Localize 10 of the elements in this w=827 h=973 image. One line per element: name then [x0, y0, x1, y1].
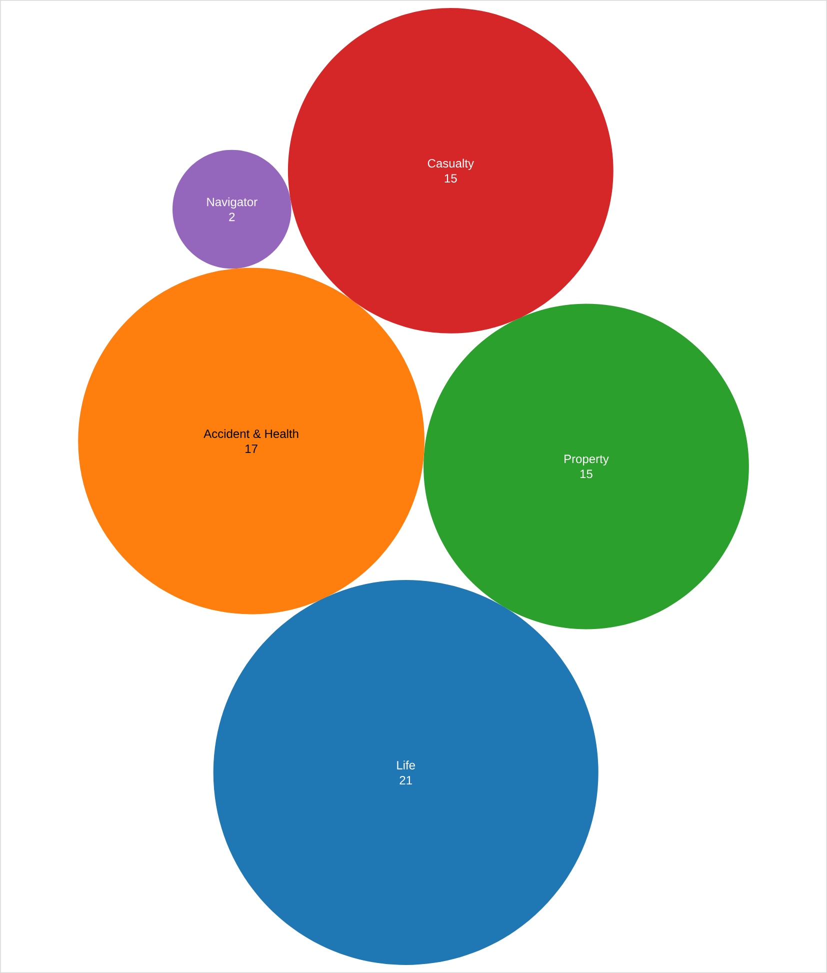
- data-label: 17: [246, 444, 258, 453]
- category-label: Navigator: [207, 197, 258, 209]
- category-label: Property: [564, 454, 609, 466]
- data-label: 21: [400, 776, 412, 784]
- data-label: 2: [229, 212, 235, 222]
- category-label: Life: [397, 760, 415, 770]
- data-label: 15: [580, 470, 592, 478]
- category-label: Casualty: [428, 158, 474, 170]
- category-label: Accident & Health: [204, 429, 298, 438]
- data-label: 15: [444, 174, 457, 183]
